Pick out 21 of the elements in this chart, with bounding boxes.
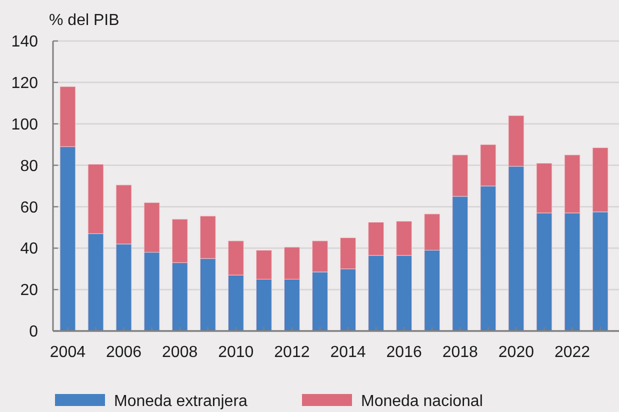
- legend-label: Moneda extranjera: [114, 393, 248, 410]
- y-tick-label: 40: [20, 240, 38, 258]
- x-tick-label: 2010: [218, 344, 254, 361]
- x-tick-label: 2008: [162, 344, 198, 361]
- x-tick-label: 2018: [442, 344, 478, 361]
- y-axis-title: % del PIB: [49, 12, 120, 29]
- y-tick-label: 60: [20, 199, 38, 216]
- y-tick-label: 0: [29, 324, 38, 341]
- x-tick-label: 2020: [498, 344, 534, 361]
- y-tick-label: 120: [11, 75, 38, 92]
- y-tick-label: 80: [20, 158, 38, 175]
- x-tick-label: 2014: [330, 344, 366, 361]
- y-tick-label: 20: [20, 282, 38, 300]
- x-tick-label: 2022: [554, 344, 590, 361]
- legend-label: Moneda nacional: [361, 393, 483, 410]
- x-tick-label: 2006: [106, 344, 142, 361]
- y-tick-label: 100: [11, 116, 38, 134]
- x-tick-label: 2016: [386, 344, 422, 361]
- x-tick-label: 2012: [274, 344, 310, 361]
- x-tick-label: 2004: [50, 344, 86, 361]
- y-tick-label: 140: [11, 34, 38, 51]
